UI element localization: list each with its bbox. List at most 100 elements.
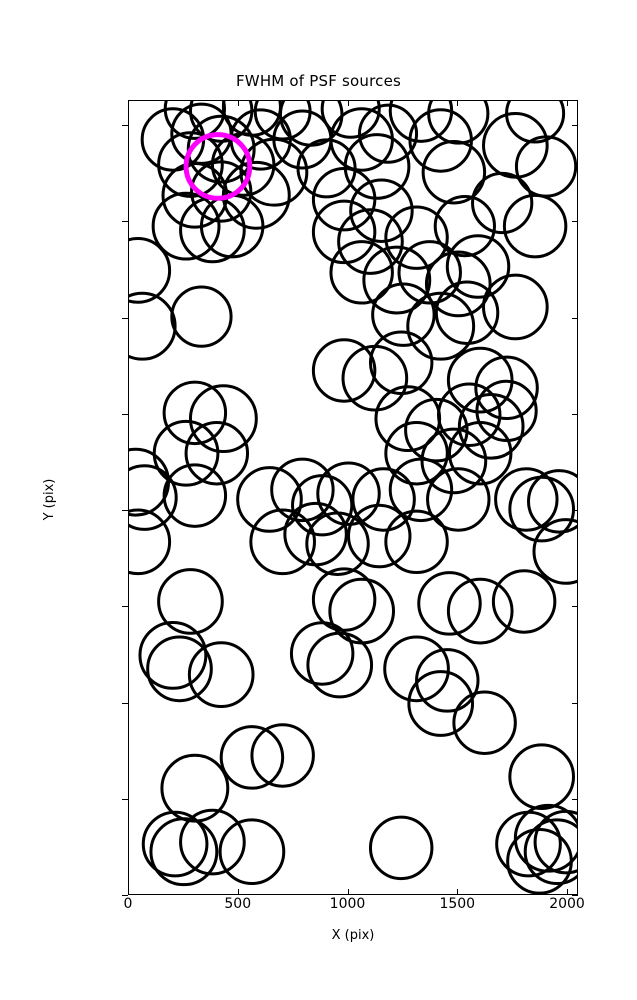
y-tick-mark	[122, 606, 128, 608]
psf-source-circle	[433, 194, 496, 258]
psf-source-circle	[426, 467, 491, 532]
psf-source-circle	[296, 138, 357, 199]
psf-source-circle	[129, 508, 172, 576]
y-tick-mark-right	[572, 798, 578, 800]
y-tick-mark	[122, 125, 128, 127]
psf-source-circle	[129, 464, 178, 531]
psf-source-circle	[383, 635, 450, 703]
psf-source-circle	[141, 810, 209, 878]
psf-source-circle	[162, 380, 228, 446]
psf-source-circle	[329, 240, 394, 305]
psf-source-circle	[523, 818, 577, 886]
x-tick-mark-top	[457, 100, 459, 106]
psf-source-circle	[337, 208, 404, 275]
psf-source-circle	[437, 382, 502, 447]
psf-source-circle	[388, 457, 454, 523]
psf-source-circle	[316, 461, 381, 526]
psf-source-circle	[347, 503, 412, 569]
psf-source-circle	[157, 568, 224, 635]
psf-source-circle	[129, 291, 177, 361]
y-tick-mark-right	[572, 606, 578, 608]
scatter-svg	[129, 101, 577, 894]
psf-source-circle	[129, 237, 172, 304]
psf-source-circle	[146, 635, 213, 703]
y-tick-mark	[122, 413, 128, 415]
psf-source-circle	[250, 723, 315, 788]
psf-source-circle	[417, 571, 482, 636]
x-tick-mark-top	[128, 100, 129, 106]
psf-source-circle	[482, 273, 549, 341]
psf-source-circle	[270, 457, 335, 523]
psf-source-circle	[190, 160, 253, 223]
psf-source-circle	[506, 828, 573, 894]
psf-source-circle	[494, 467, 559, 532]
psf-source-circle	[384, 509, 449, 575]
x-tick-mark	[347, 889, 349, 895]
psf-source-circle	[513, 803, 577, 873]
psf-source-circle	[351, 467, 416, 532]
y-tick-mark-right	[572, 510, 578, 511]
psf-source-circle	[397, 240, 462, 305]
y-tick-mark-right	[572, 125, 578, 127]
psf-source-circle	[219, 725, 285, 790]
psf-source-circle	[452, 690, 517, 755]
y-tick-mark-right	[572, 221, 578, 223]
psf-source-circle	[188, 384, 258, 454]
y-tick-mark	[122, 895, 128, 896]
psf-source-circle	[406, 291, 476, 361]
psf-source-circle	[420, 427, 488, 495]
x-tick-mark	[237, 889, 239, 895]
psf-source-circle	[311, 199, 377, 265]
psf-source-circle	[179, 808, 246, 876]
psf-source-circle	[368, 330, 434, 396]
psf-source-circle	[162, 463, 228, 528]
x-tick-mark	[457, 889, 459, 895]
psf-source-circle	[457, 392, 525, 460]
psf-source-circle	[532, 518, 577, 585]
psf-source-circle	[533, 809, 577, 875]
psf-source-circle	[311, 166, 377, 232]
psf-source-circle	[371, 282, 436, 347]
psf-source-circle	[362, 245, 432, 315]
x-tick-mark	[128, 889, 129, 895]
psf-source-circle	[236, 466, 303, 533]
psf-source-circle	[446, 346, 514, 414]
psf-source-circle	[357, 103, 419, 164]
psf-source-circle	[475, 379, 538, 443]
psf-source-circle	[138, 620, 208, 690]
psf-source-circle	[184, 421, 250, 486]
psf-source-circle	[249, 508, 316, 576]
x-tick-mark-top	[567, 100, 569, 106]
psf-source-circle	[320, 101, 381, 139]
x-tick-mark-top	[347, 100, 349, 106]
psf-source-circle	[384, 205, 449, 270]
psf-source-circle	[187, 641, 255, 708]
psf-source-circle	[415, 648, 480, 713]
psf-source-circle	[151, 191, 221, 261]
psf-source-circle	[311, 338, 377, 403]
psf-source-circle	[305, 511, 370, 576]
psf-source-circle	[508, 743, 576, 810]
psf-source-circle	[407, 670, 475, 737]
psf-source-circle	[491, 569, 557, 634]
psf-source-circle	[408, 108, 473, 173]
x-axis-label: X (pix)	[331, 928, 375, 943]
y-tick-mark-right	[572, 413, 578, 415]
y-tick-mark-right	[572, 317, 578, 319]
y-axis-label: Y (pix)	[42, 478, 57, 521]
psf-source-circle	[218, 818, 286, 886]
psf-source-circle	[474, 355, 539, 421]
plot-area[interactable]	[128, 100, 578, 895]
psf-source-circle	[368, 815, 434, 881]
page-title: FWHM of PSF sources	[235, 72, 402, 90]
psf-source-circle	[129, 447, 171, 517]
y-tick-mark	[122, 317, 128, 319]
psf-source-circle	[349, 178, 414, 243]
reference-source-circle	[183, 132, 253, 201]
x-tick-mark	[567, 889, 569, 895]
psf-source-circle	[447, 421, 513, 486]
psf-source-circle	[434, 280, 500, 345]
y-tick-mark	[122, 798, 128, 800]
psf-source-circle	[446, 577, 514, 645]
